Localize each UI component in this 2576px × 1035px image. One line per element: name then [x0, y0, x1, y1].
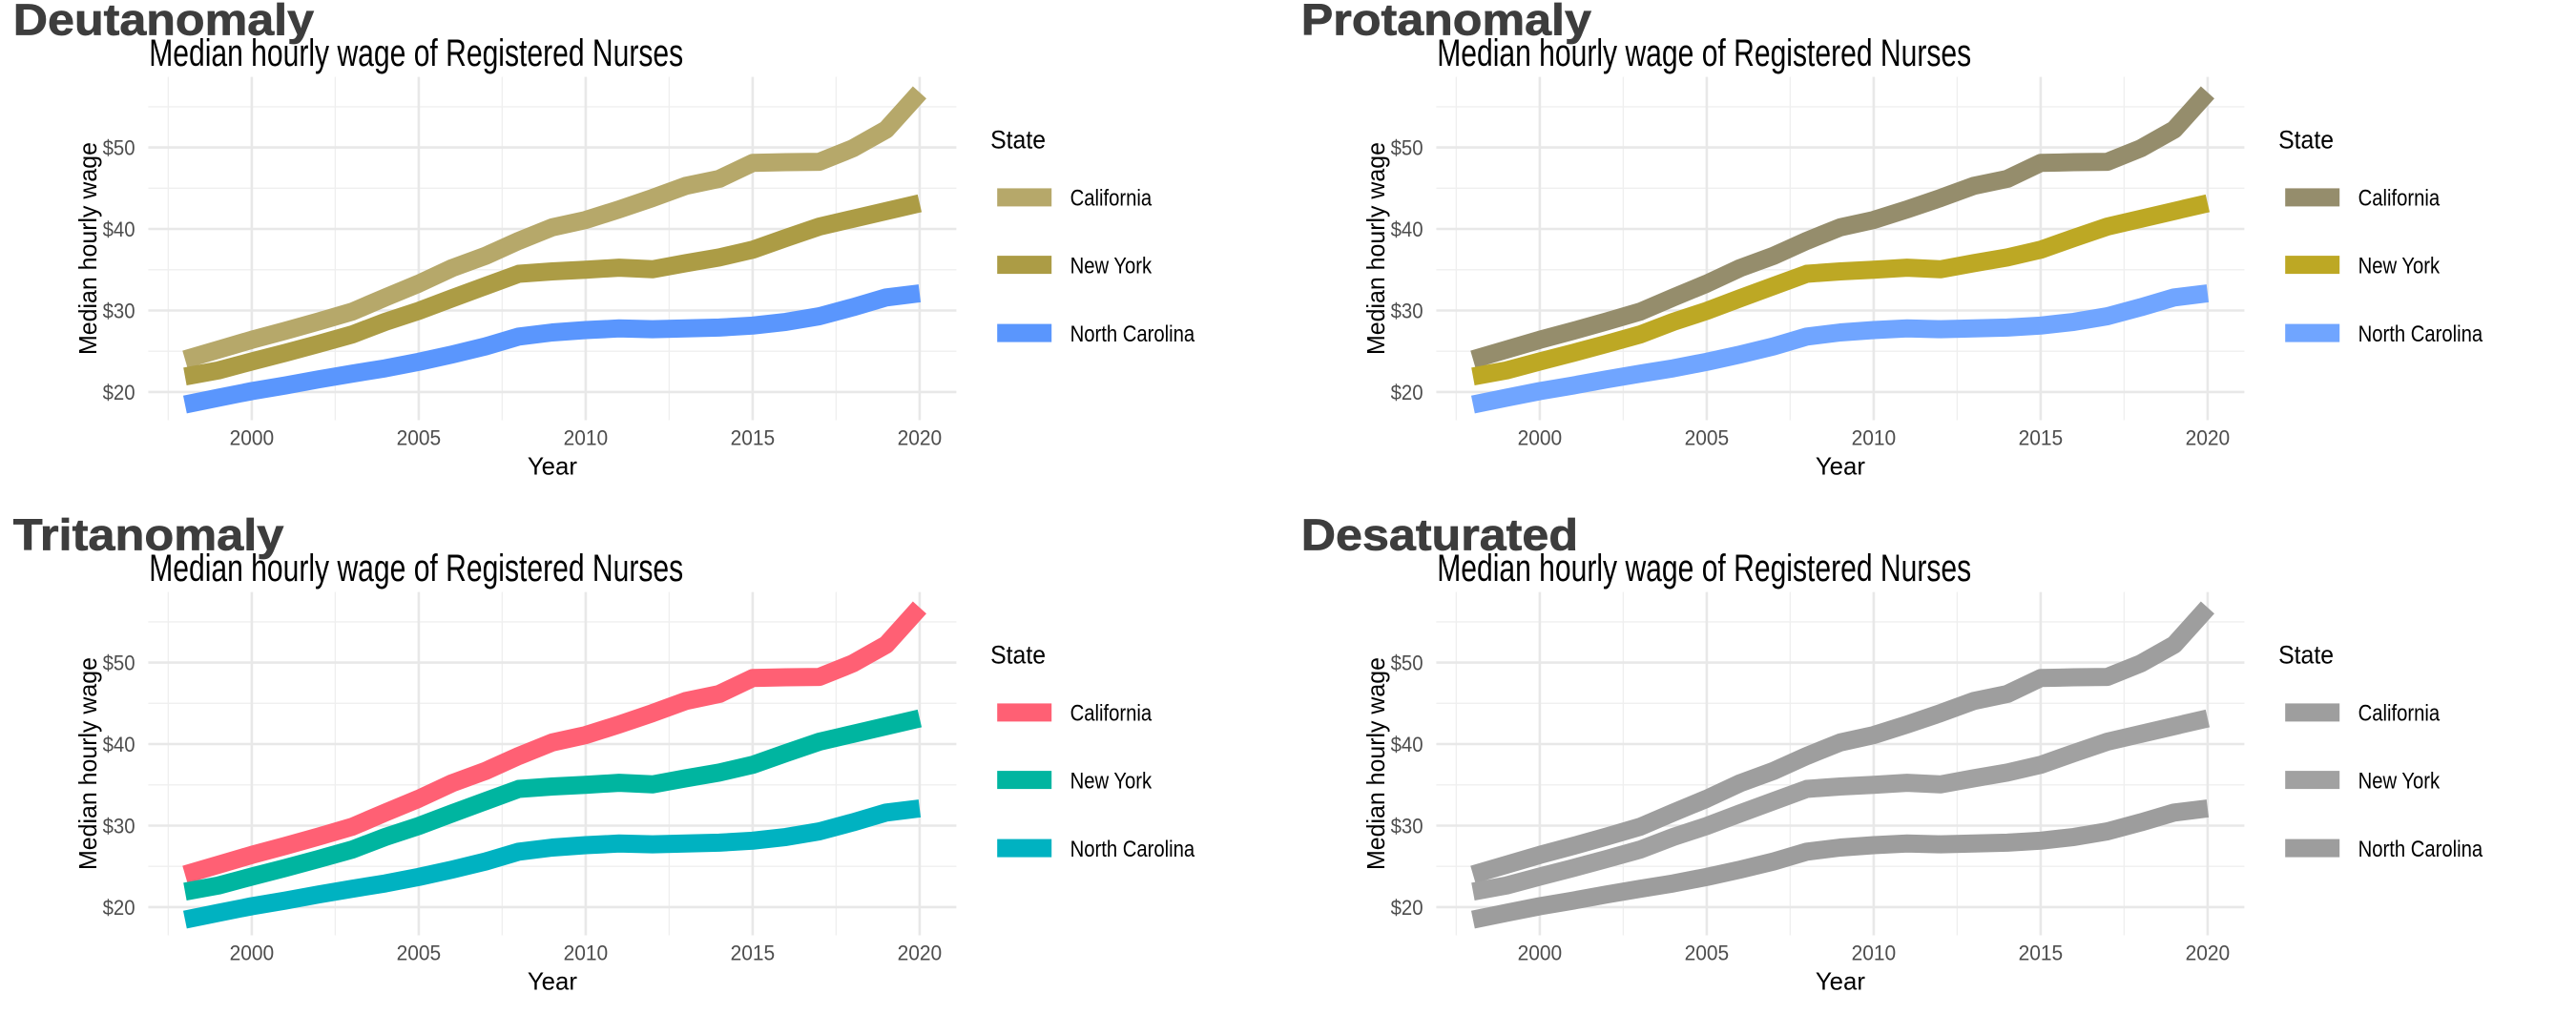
- svg-text:$30: $30: [1391, 814, 1423, 838]
- svg-text:New York: New York: [1070, 768, 1153, 794]
- svg-text:$30: $30: [103, 814, 135, 838]
- svg-text:Median hourly wage: Median hourly wage: [1363, 657, 1390, 870]
- svg-text:2020: 2020: [2186, 426, 2231, 450]
- svg-text:California: California: [1070, 701, 1153, 727]
- svg-text:$20: $20: [1391, 896, 1423, 920]
- svg-text:2000: 2000: [230, 942, 275, 965]
- svg-text:State: State: [2278, 126, 2334, 155]
- svg-text:2020: 2020: [898, 426, 943, 450]
- svg-text:Median hourly wage: Median hourly wage: [1363, 142, 1390, 355]
- svg-text:North Carolina: North Carolina: [2358, 321, 2483, 347]
- svg-text:Tritanomaly: Tritanomaly: [13, 510, 284, 560]
- svg-text:2005: 2005: [397, 426, 442, 450]
- svg-text:New York: New York: [1070, 253, 1153, 279]
- svg-text:Deutanomaly: Deutanomaly: [13, 0, 314, 45]
- svg-text:State: State: [2278, 641, 2334, 670]
- svg-text:2010: 2010: [564, 426, 609, 450]
- svg-text:California: California: [1070, 186, 1153, 212]
- svg-text:$40: $40: [1391, 733, 1423, 756]
- svg-text:2005: 2005: [1685, 426, 1730, 450]
- svg-text:State: State: [990, 641, 1046, 670]
- svg-text:2000: 2000: [1518, 942, 1563, 965]
- svg-text:Median hourly wage of Register: Median hourly wage of Registered Nurses: [149, 32, 683, 74]
- svg-text:North Carolina: North Carolina: [2358, 837, 2483, 862]
- svg-text:2015: 2015: [731, 942, 776, 965]
- svg-text:$40: $40: [103, 733, 135, 756]
- svg-text:2005: 2005: [1685, 942, 1730, 965]
- svg-text:North Carolina: North Carolina: [1070, 321, 1195, 347]
- svg-text:2015: 2015: [731, 426, 776, 450]
- svg-text:Median hourly wage: Median hourly wage: [75, 657, 102, 870]
- svg-text:2000: 2000: [230, 426, 275, 450]
- svg-text:North Carolina: North Carolina: [1070, 837, 1195, 862]
- svg-text:California: California: [2358, 186, 2441, 212]
- svg-text:$20: $20: [103, 896, 135, 920]
- svg-text:2015: 2015: [2019, 426, 2064, 450]
- svg-text:$50: $50: [103, 136, 135, 160]
- svg-text:2000: 2000: [1518, 426, 1563, 450]
- svg-text:State: State: [990, 126, 1046, 155]
- svg-text:2010: 2010: [1852, 426, 1897, 450]
- svg-text:California: California: [2358, 701, 2441, 727]
- svg-text:New York: New York: [2358, 768, 2441, 794]
- svg-text:$50: $50: [1391, 652, 1423, 675]
- svg-text:2005: 2005: [397, 942, 442, 965]
- svg-text:Protanomaly: Protanomaly: [1301, 0, 1591, 45]
- svg-text:$20: $20: [103, 381, 135, 404]
- svg-text:2020: 2020: [898, 942, 943, 965]
- svg-text:2010: 2010: [564, 942, 609, 965]
- svg-text:Median hourly wage: Median hourly wage: [75, 142, 102, 355]
- svg-text:2020: 2020: [2186, 942, 2231, 965]
- svg-text:2015: 2015: [2019, 942, 2064, 965]
- svg-text:Year: Year: [528, 453, 578, 480]
- svg-text:Year: Year: [528, 968, 578, 995]
- svg-text:$30: $30: [1391, 299, 1423, 322]
- svg-text:$50: $50: [103, 652, 135, 675]
- svg-text:$40: $40: [1391, 217, 1423, 241]
- svg-text:Desaturated: Desaturated: [1301, 510, 1578, 560]
- svg-text:Median hourly wage of Register: Median hourly wage of Registered Nurses: [149, 548, 683, 590]
- svg-text:Year: Year: [1816, 968, 1866, 995]
- svg-text:Median hourly wage of Register: Median hourly wage of Registered Nurses: [1437, 548, 1971, 590]
- svg-text:$40: $40: [103, 217, 135, 241]
- svg-text:2010: 2010: [1852, 942, 1897, 965]
- svg-text:$20: $20: [1391, 381, 1423, 404]
- svg-text:New York: New York: [2358, 253, 2441, 279]
- svg-text:$30: $30: [103, 299, 135, 322]
- svg-text:$50: $50: [1391, 136, 1423, 160]
- svg-text:Year: Year: [1816, 453, 1866, 480]
- svg-text:Median hourly wage of Register: Median hourly wage of Registered Nurses: [1437, 32, 1971, 74]
